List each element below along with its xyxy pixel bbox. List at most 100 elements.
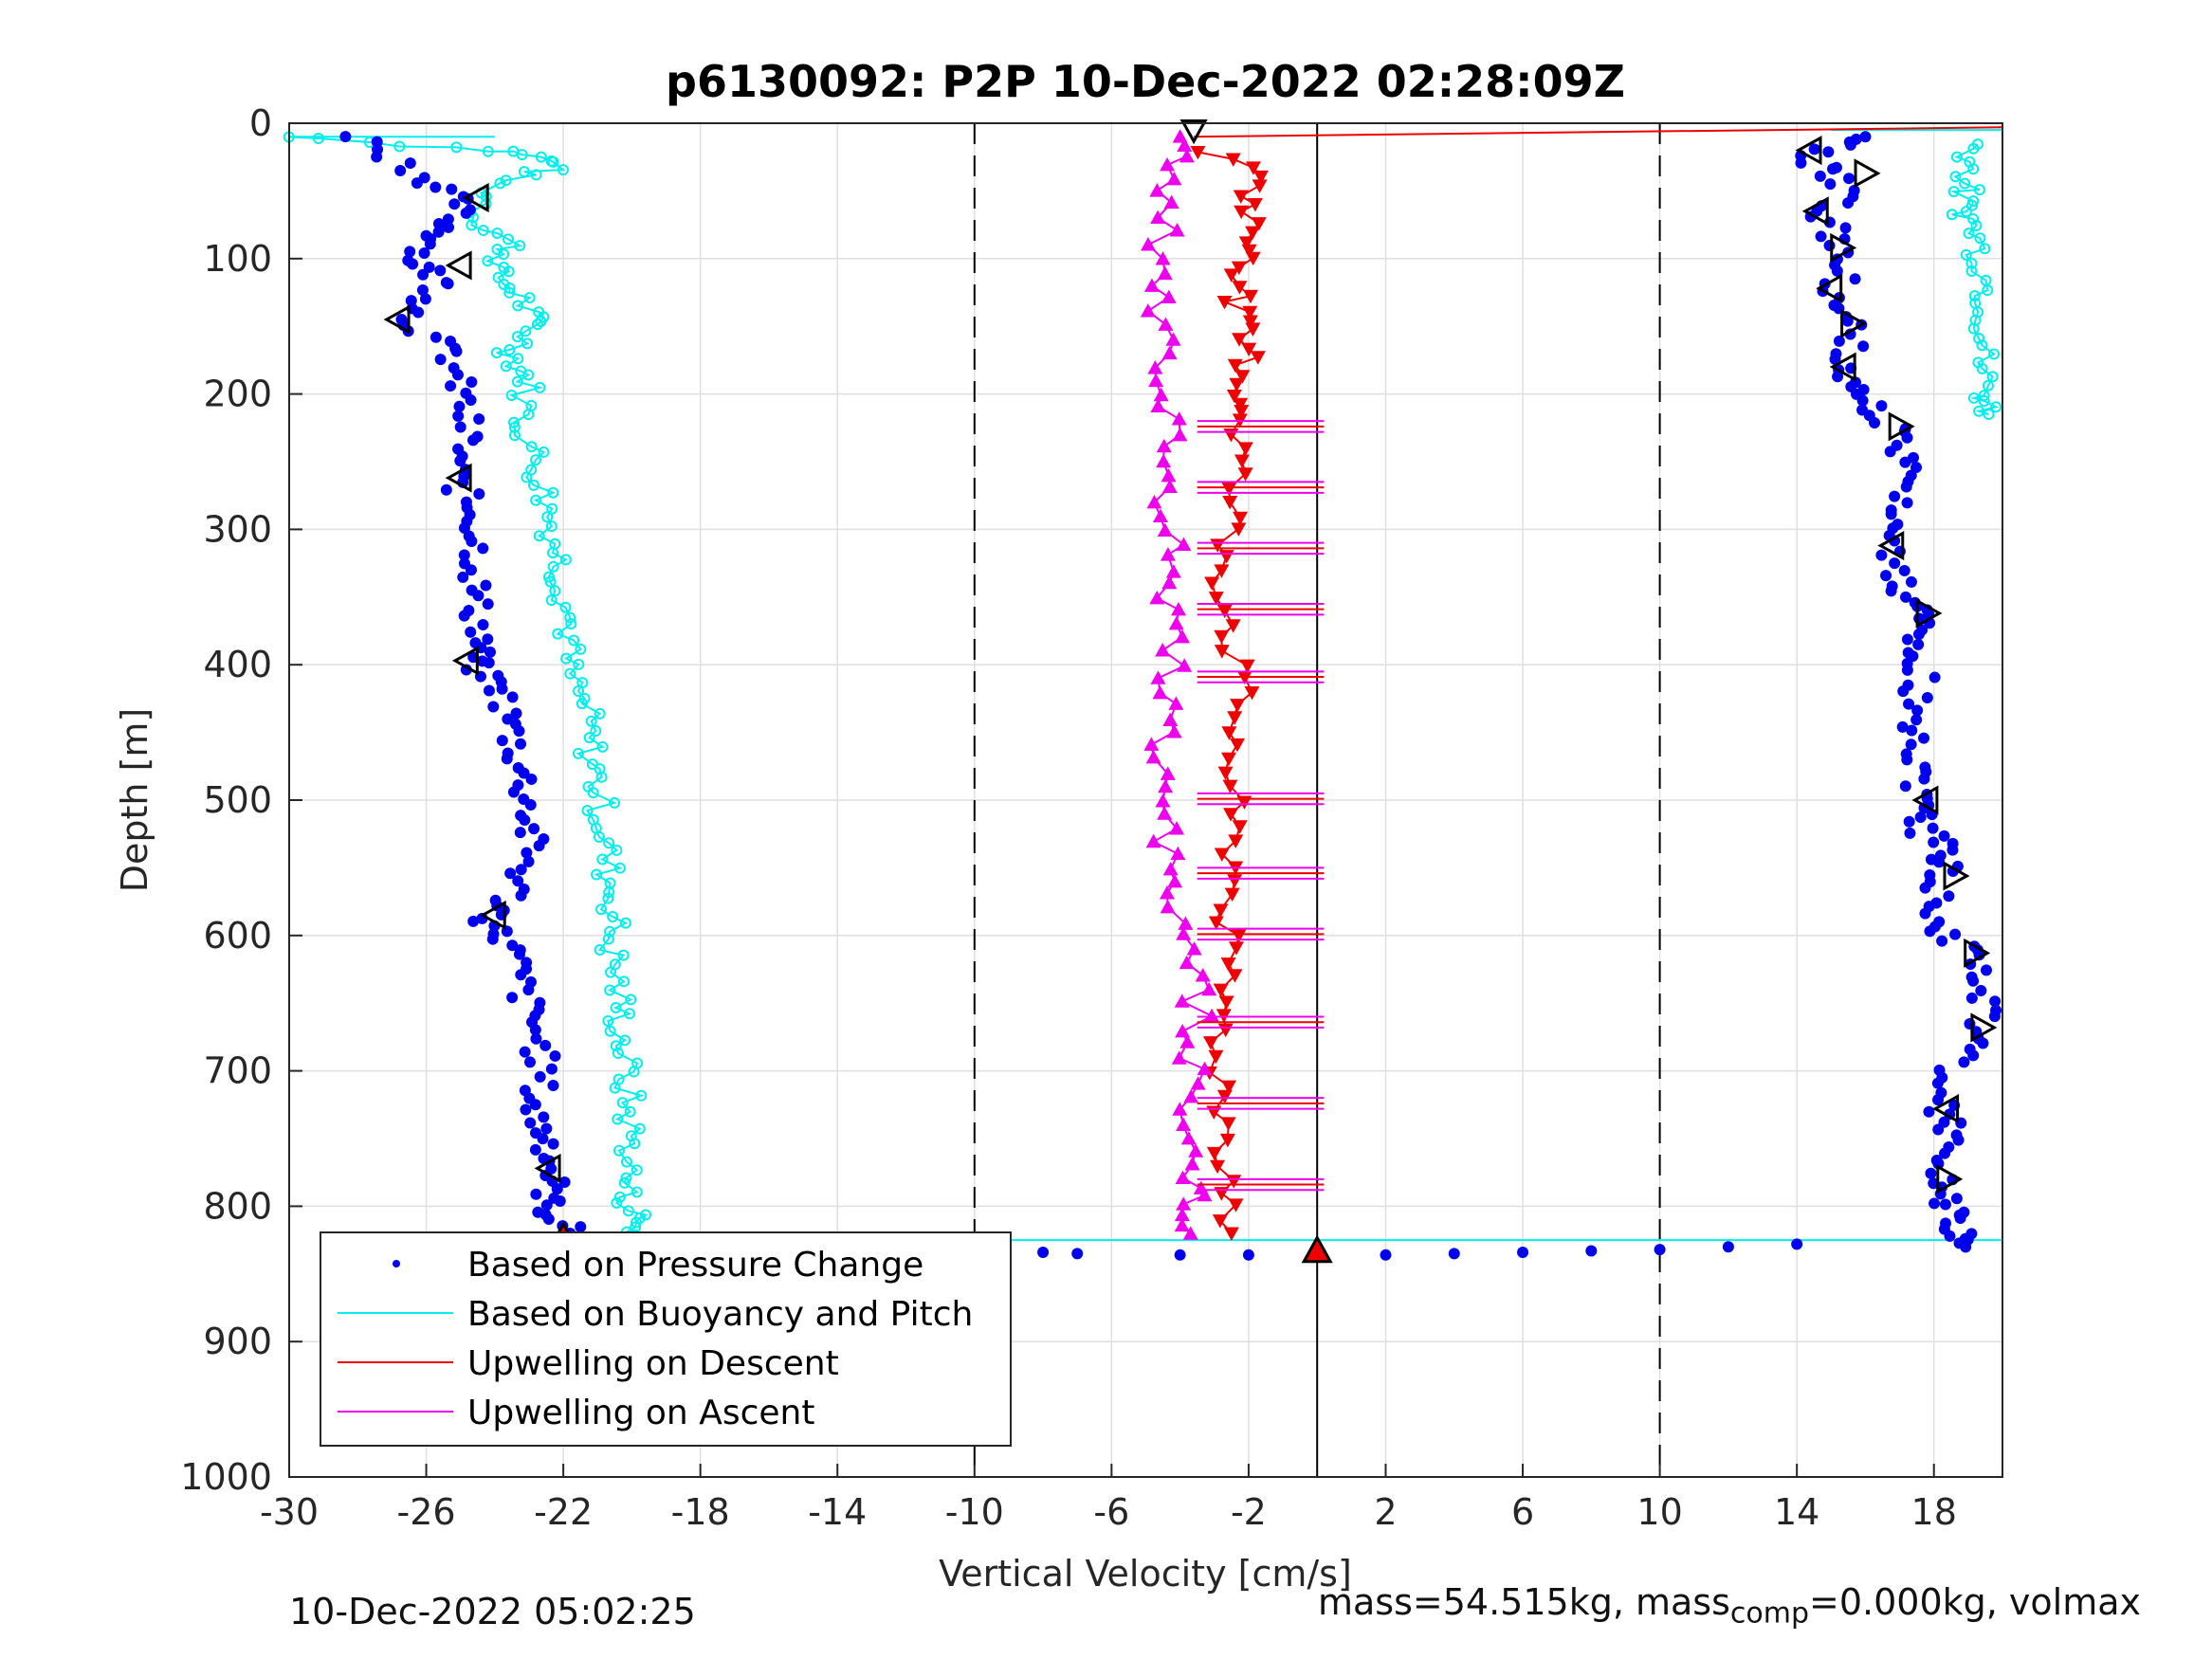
pressure-point (1928, 836, 1940, 848)
buoyancy-point (520, 325, 532, 337)
x-axis-label: Vertical Velocity [cm/s] (939, 1553, 1352, 1595)
legend-box (320, 1231, 1012, 1447)
ascent-upwelling-point (1158, 778, 1174, 793)
buoyancy-point (565, 618, 577, 630)
descent-upwelling-point (1219, 1133, 1235, 1148)
pressure-point (477, 542, 489, 555)
footer-timestamp: 10-Dec-2022 05:02:25 (289, 1591, 696, 1632)
ascent-upwelling-point (1150, 398, 1166, 413)
pressure-point (530, 1188, 542, 1200)
ascent-upwelling-point (1161, 345, 1178, 360)
pressure-point (1918, 732, 1930, 744)
descent-upwelling-point (1226, 389, 1242, 404)
buoyancy-point (596, 853, 609, 866)
descent-upwelling-point (1245, 251, 1261, 266)
pressure-point (1943, 890, 1955, 902)
descent-upwelling-point (1230, 738, 1246, 753)
descent-upwelling-point (1231, 261, 1247, 276)
pressure-point (1925, 1167, 1937, 1179)
pressure-point (484, 646, 496, 658)
buoyancy-point (503, 344, 516, 356)
ascent-upwelling-point (1166, 724, 1182, 738)
x-tick-label: 18 (1911, 1491, 1957, 1533)
pressure-point (1914, 811, 1927, 824)
descent-upwelling-point (1228, 941, 1244, 956)
ascent-upwelling-point (1177, 137, 1193, 153)
left-triangle-marker (1795, 136, 1822, 166)
buoyancy-point (512, 300, 524, 312)
pressure-point (1880, 570, 1892, 582)
buoyancy-point (603, 886, 615, 899)
left-triangle-marker (1829, 352, 1856, 382)
ascent-upwelling-point (1175, 1023, 1191, 1038)
buoyancy-point (525, 441, 538, 453)
descent-upwelling-point (1212, 1214, 1228, 1229)
ascent-upwelling-point (1176, 1117, 1192, 1132)
buoyancy-point (1950, 151, 1963, 163)
mass-prefix: mass=54.515kg, mass (1318, 1581, 1730, 1623)
pressure-point (430, 331, 442, 343)
left-triangle-marker (479, 900, 506, 930)
pressure-point (540, 1122, 553, 1135)
pressure-point (551, 1183, 563, 1195)
ascent-upwelling-point (1157, 806, 1173, 820)
pressure-point (1930, 897, 1943, 909)
ascent-upwelling-point (1156, 453, 1172, 468)
buoyancy-point (503, 286, 516, 299)
pressure-point (482, 633, 494, 646)
pressure-point (454, 421, 466, 433)
x-tick-label: -2 (1231, 1491, 1267, 1533)
buoyancy-point (542, 571, 555, 583)
pressure-point (404, 157, 416, 170)
pressure-point (496, 735, 508, 747)
pressure-point (1935, 1086, 1947, 1099)
pressure-point (1833, 335, 1845, 347)
pressure-point (1654, 1244, 1666, 1256)
buoyancy-point (527, 479, 539, 491)
pressure-point (506, 691, 519, 703)
buoyancy-point (547, 560, 559, 573)
x-tick-label: 14 (1774, 1491, 1819, 1533)
pressure-point (394, 164, 407, 176)
pressure-point (518, 767, 530, 779)
descent-upwelling-point (1204, 576, 1220, 591)
descent-upwelling-point (1230, 699, 1246, 713)
buoyancy-point (628, 1066, 640, 1078)
descent-upwelling-point (1233, 397, 1249, 412)
buoyancy-point (1967, 142, 1980, 155)
pressure-point (480, 579, 492, 592)
ascent-upwelling-point (1145, 750, 1161, 764)
right-triangle-marker (1854, 158, 1881, 189)
pressure-point (1958, 1206, 1970, 1218)
ascent-upwelling-point (1153, 387, 1169, 402)
buoyancy-point (1982, 379, 1994, 392)
buoyancy-point (610, 1040, 622, 1052)
ascent-upwelling-point (1161, 468, 1177, 483)
buoyancy-point (604, 984, 616, 996)
pressure-point (1899, 780, 1911, 793)
buoyancy-point (620, 1156, 632, 1168)
ascent-upwelling-point (1157, 265, 1173, 281)
buoyancy-point (1973, 332, 1985, 344)
buoyancy-point (591, 868, 603, 881)
pressure-point (1814, 170, 1826, 182)
pressure-point (549, 1049, 561, 1062)
left-triangle-marker (445, 463, 472, 493)
buoyancy-point (312, 133, 324, 145)
buoyancy-point (564, 611, 576, 624)
buoyancy-point (594, 763, 606, 775)
buoyancy-point (1968, 290, 1981, 302)
ascent-upwelling-point (1174, 994, 1190, 1008)
ascent-upwelling-point (1161, 479, 1178, 494)
buoyancy-point (1960, 206, 1972, 218)
buoyancy-point (611, 1196, 623, 1209)
pressure-point (453, 400, 466, 412)
y-tick-label: 100 (203, 238, 272, 280)
ascent-upwelling-point (1149, 183, 1165, 197)
pressure-point (1975, 985, 1987, 997)
pressure-point (1901, 633, 1913, 646)
pressure-point (1910, 714, 1923, 726)
descent-upwelling-point (1252, 170, 1269, 185)
pressure-point (1859, 131, 1872, 143)
descent-upwelling-point (1214, 848, 1230, 862)
